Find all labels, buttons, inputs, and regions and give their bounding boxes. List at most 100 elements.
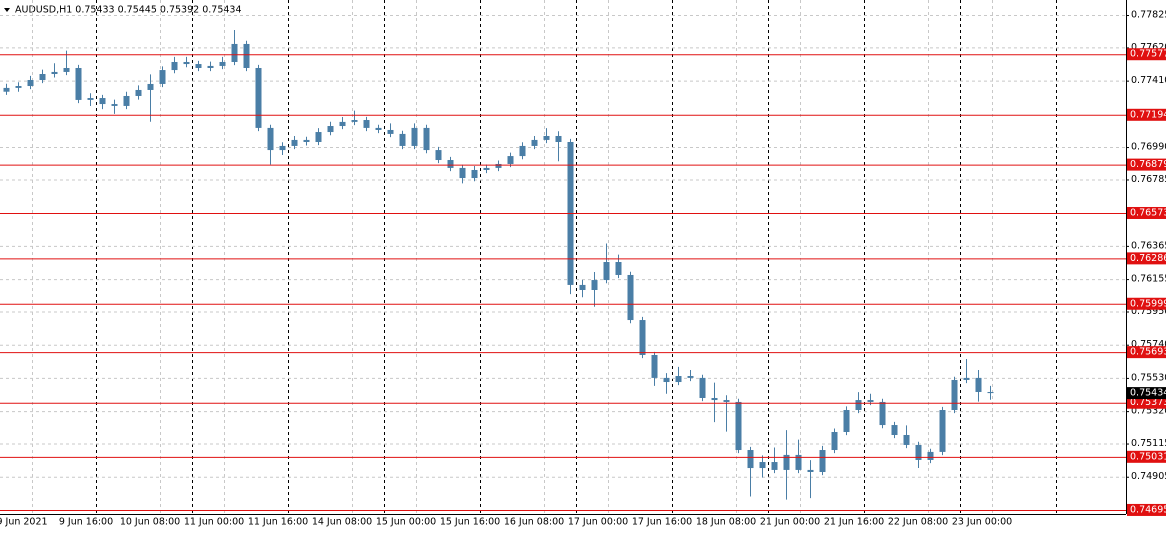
candle-body bbox=[111, 104, 118, 106]
level-label-box bbox=[1127, 108, 1166, 121]
x-tick-label: 23 Jun 00:00 bbox=[952, 517, 1012, 528]
candle-body bbox=[591, 280, 598, 290]
level-label: 0.76879 bbox=[1130, 159, 1166, 170]
x-tick-label: 21 Jun 16:00 bbox=[824, 517, 884, 528]
candle-body bbox=[459, 167, 466, 179]
candle-body bbox=[135, 89, 142, 96]
candle-body bbox=[375, 127, 382, 130]
candle-body bbox=[783, 454, 790, 470]
level-label-box bbox=[1127, 396, 1166, 409]
candle-body bbox=[663, 377, 670, 383]
candle-body bbox=[675, 376, 682, 383]
candle-body bbox=[303, 139, 310, 142]
level-label-box bbox=[1127, 450, 1166, 463]
x-tick-label: 21 Jun 00:00 bbox=[760, 517, 820, 528]
candle-body bbox=[831, 431, 838, 451]
x-tick-label: 15 Jun 00:00 bbox=[376, 517, 436, 528]
candle-body bbox=[603, 262, 610, 281]
candle-body bbox=[507, 156, 514, 164]
level-label: 0.76286 bbox=[1130, 253, 1166, 264]
candle-body bbox=[495, 163, 502, 168]
x-tick-label: 16 Jun 08:00 bbox=[504, 517, 564, 528]
candle-body bbox=[951, 379, 958, 411]
candle-body bbox=[627, 274, 634, 321]
candle-body bbox=[159, 70, 166, 84]
candle-body bbox=[207, 65, 214, 68]
candle-body bbox=[39, 74, 46, 81]
candle-body bbox=[699, 377, 706, 398]
x-tick-label: 14 Jun 08:00 bbox=[312, 517, 372, 528]
x-tick-label: 11 Jun 16:00 bbox=[248, 517, 308, 528]
candle-body bbox=[291, 139, 298, 146]
candle-body bbox=[819, 450, 826, 472]
candle-body bbox=[243, 43, 250, 68]
candle-body bbox=[27, 80, 34, 87]
candle-body bbox=[255, 67, 262, 128]
candle-body bbox=[651, 354, 658, 378]
menu-arrow[interactable] bbox=[4, 8, 10, 12]
candle-body bbox=[363, 120, 370, 128]
candle-body bbox=[867, 400, 874, 402]
level-label: 0.77194 bbox=[1130, 109, 1166, 120]
y-tick-label: 0.76365 bbox=[1131, 240, 1166, 251]
candle-body bbox=[195, 64, 202, 68]
candle-body bbox=[339, 121, 346, 127]
candle-body bbox=[447, 160, 454, 168]
candle-body bbox=[891, 425, 898, 435]
candle-body bbox=[351, 120, 358, 122]
candle-body bbox=[171, 61, 178, 71]
candle-body bbox=[411, 127, 418, 146]
level-label: 0.77577 bbox=[1130, 49, 1166, 60]
x-tick-label: 11 Jun 00:00 bbox=[184, 517, 244, 528]
level-label: 0.75999 bbox=[1130, 298, 1166, 309]
x-tick-label: 15 Jun 16:00 bbox=[440, 517, 500, 528]
level-label-box bbox=[1127, 158, 1166, 171]
candle-body bbox=[879, 401, 886, 426]
candle-body bbox=[711, 397, 718, 401]
candle-body bbox=[759, 462, 766, 469]
x-tick-label: 10 Jun 08:00 bbox=[120, 517, 180, 528]
level-label-box bbox=[1127, 297, 1166, 310]
candle-body bbox=[123, 95, 130, 106]
current-price-label: 0.75434 bbox=[1130, 388, 1166, 399]
candle-body bbox=[615, 262, 622, 275]
level-label-box bbox=[1127, 503, 1166, 516]
candle-body bbox=[963, 377, 970, 380]
level-label-box bbox=[1127, 346, 1166, 359]
candle-body bbox=[15, 86, 22, 88]
level-label-box bbox=[1127, 48, 1166, 61]
level-label: 0.75693 bbox=[1130, 347, 1166, 358]
candle-body bbox=[219, 61, 226, 66]
candle-body bbox=[687, 376, 694, 378]
x-tick-label: 9 Jun 2021 bbox=[0, 517, 48, 528]
y-tick-label: 0.77825 bbox=[1131, 10, 1166, 21]
candle-body bbox=[99, 98, 106, 105]
candle-body bbox=[579, 284, 586, 290]
current-price-box bbox=[1127, 387, 1166, 400]
candle-body bbox=[939, 410, 946, 452]
candle-body bbox=[399, 133, 406, 146]
candle-body bbox=[267, 127, 274, 151]
chart-header: AUDUSD,H1 0.75433 0.75445 0.75392 0.7543… bbox=[15, 5, 242, 16]
candle-body bbox=[51, 71, 58, 75]
candle-body bbox=[327, 126, 334, 133]
candle-body bbox=[387, 129, 394, 134]
candle-body bbox=[87, 98, 94, 100]
candle-body bbox=[747, 450, 754, 469]
candle-body bbox=[483, 167, 490, 170]
candle-body bbox=[519, 145, 526, 157]
level-label: 0.75031 bbox=[1130, 451, 1166, 462]
y-tick-label: 0.76155 bbox=[1131, 274, 1166, 285]
candle-body bbox=[723, 400, 730, 402]
candle-body bbox=[63, 67, 70, 72]
candle-body bbox=[735, 401, 742, 451]
candle-body bbox=[279, 145, 286, 151]
candle-body bbox=[855, 400, 862, 411]
candle-body bbox=[315, 132, 322, 142]
